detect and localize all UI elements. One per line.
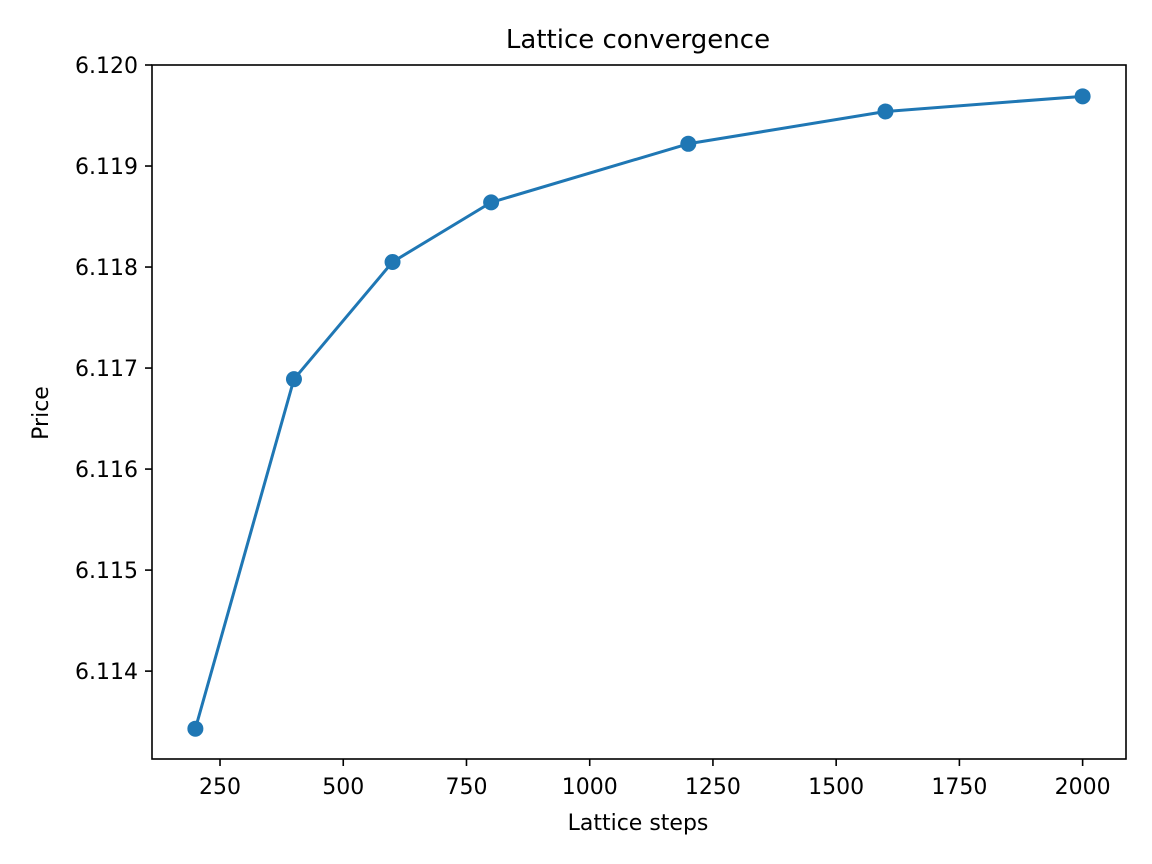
data-point <box>877 103 894 120</box>
y-tick-label: 6.119 <box>75 155 138 180</box>
y-tick-label: 6.114 <box>75 660 138 685</box>
plot-frame <box>151 64 1127 760</box>
y-tick-label: 6.118 <box>75 256 138 281</box>
x-axis-title: Lattice steps <box>568 811 709 836</box>
data-point <box>384 253 401 270</box>
x-tick-label: 1000 <box>562 775 618 800</box>
y-tick-label: 6.115 <box>75 559 138 584</box>
plot-background <box>152 65 1126 759</box>
plot-area <box>151 64 1127 760</box>
y-tick-label: 6.120 <box>75 54 138 79</box>
data-point <box>680 135 697 152</box>
x-tick-label: 750 <box>445 775 487 800</box>
x-tick-label: 250 <box>199 775 241 800</box>
data-point <box>1074 88 1091 105</box>
data-point <box>285 371 302 388</box>
y-axis-title: Price <box>29 386 54 440</box>
x-tick-label: 500 <box>322 775 364 800</box>
x-tick-label: 1750 <box>931 775 987 800</box>
x-axis: 250 500 750 1000 1250 1500 1750 2000 <box>199 759 1111 800</box>
y-tick-label: 6.116 <box>75 458 138 483</box>
series-layer <box>187 88 1091 737</box>
chart-title: Lattice convergence <box>506 25 770 55</box>
x-tick-label: 1250 <box>685 775 741 800</box>
y-axis: 6.114 6.115 6.116 6.117 6.118 6.119 6.120 <box>75 54 152 685</box>
data-point <box>187 720 204 737</box>
y-tick-label: 6.117 <box>75 357 138 382</box>
x-tick-label: 2000 <box>1055 775 1111 800</box>
data-point <box>483 194 500 211</box>
x-tick-label: 1500 <box>808 775 864 800</box>
